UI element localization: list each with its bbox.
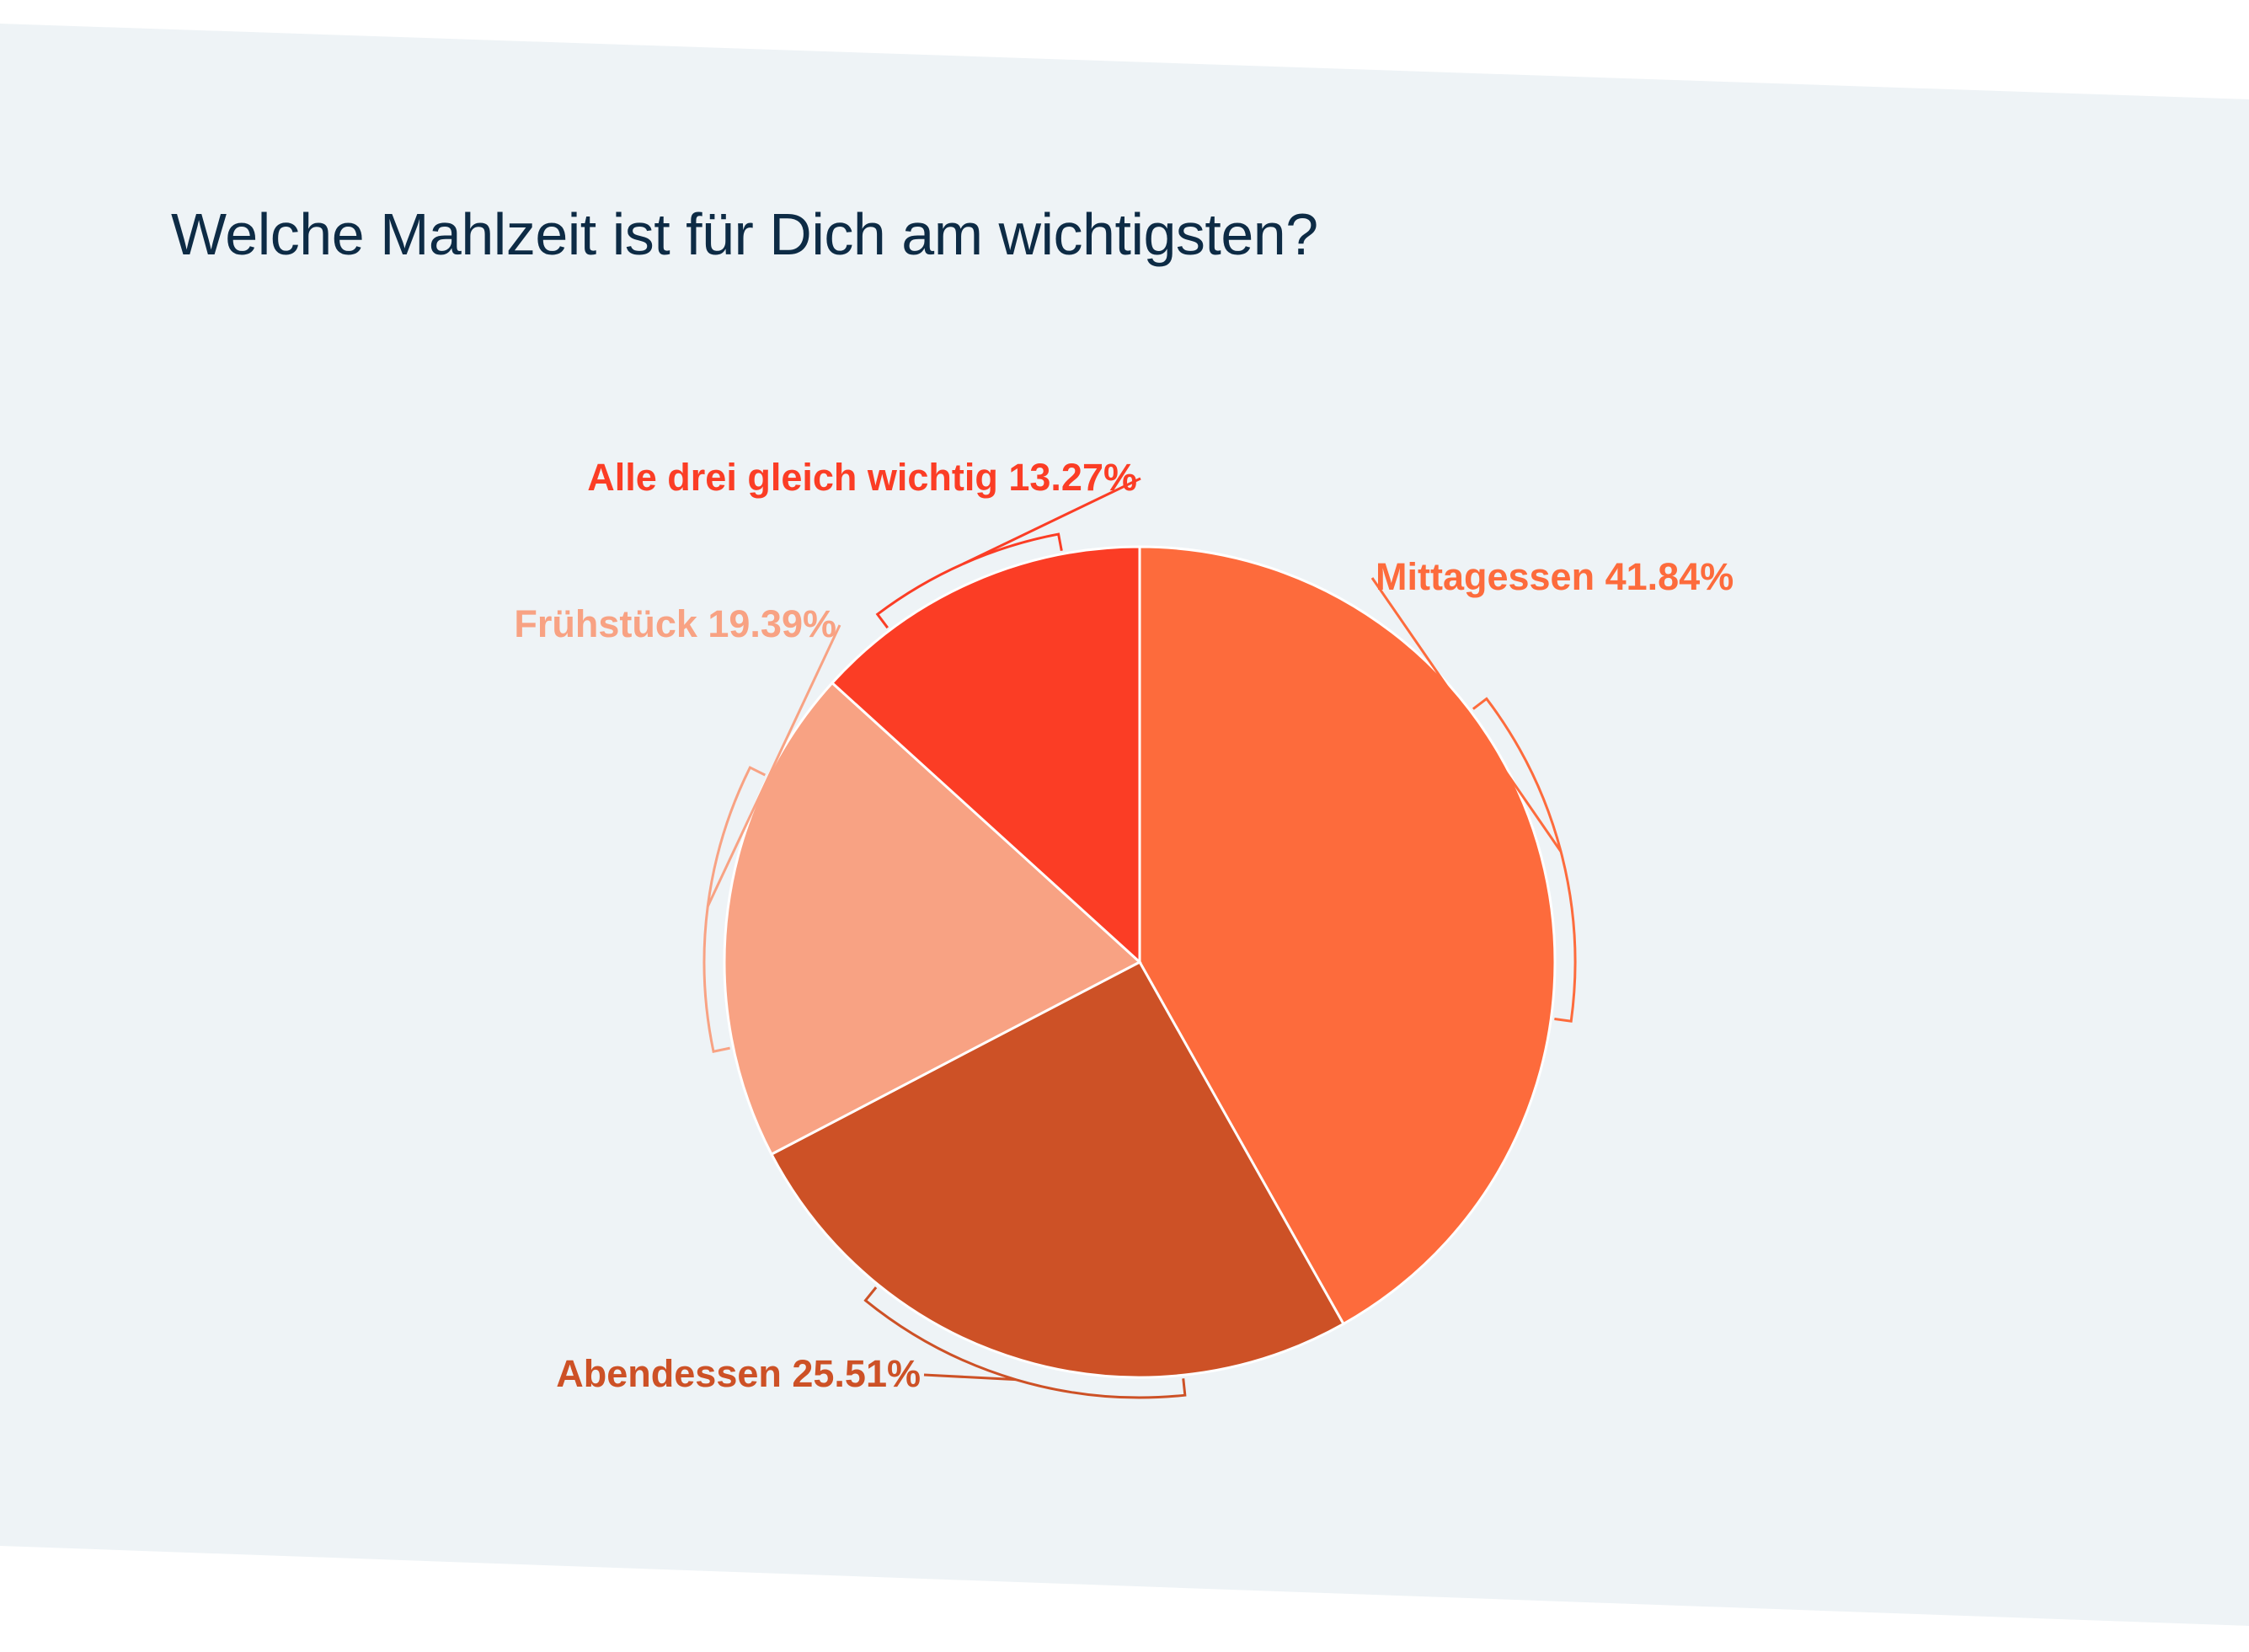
pie-slice-4[interactable]	[830, 545, 1141, 965]
slice-label-value: 25.51%	[782, 1352, 921, 1395]
pie-slice-3[interactable]	[723, 681, 1142, 1157]
pie-labels: Mittagessen 41.84% Abendessen 25.51% Frühs…	[514, 456, 1733, 1395]
slice-label-name: Abendessen	[556, 1352, 782, 1395]
slice-label-name: Mittagessen	[1376, 555, 1595, 598]
leader-line-3	[706, 624, 841, 907]
leader-line-1	[1370, 577, 1563, 853]
slice-label-value: 19.39%	[697, 602, 836, 645]
slice-label-1: Mittagessen 41.84%	[1376, 555, 1733, 598]
slice-label-value: 13.27%	[998, 456, 1137, 499]
pie-leader-lines	[702, 477, 1577, 1399]
slice-label-name: Alle drei gleich wichtig	[587, 456, 998, 499]
leader-bracket-4	[875, 532, 1063, 629]
leader-line-2	[923, 1373, 1017, 1382]
slice-label-name: Frühstück	[514, 602, 698, 645]
leader-line-4	[963, 477, 1141, 565]
slice-label-2: Abendessen 25.51%	[556, 1352, 921, 1395]
slice-label-4: Alle drei gleich wichtig 13.27%	[587, 456, 1137, 499]
pie-slice-1[interactable]	[1138, 545, 1557, 1326]
chart-title: Welche Mahlzeit ist für Dich am wichtigs…	[171, 201, 1318, 267]
slice-label-value: 41.84%	[1595, 555, 1733, 598]
pie-slice-2[interactable]	[769, 960, 1345, 1379]
pie-slices	[723, 545, 1557, 1379]
slice-label-3: Frühstück 19.39%	[514, 602, 836, 645]
